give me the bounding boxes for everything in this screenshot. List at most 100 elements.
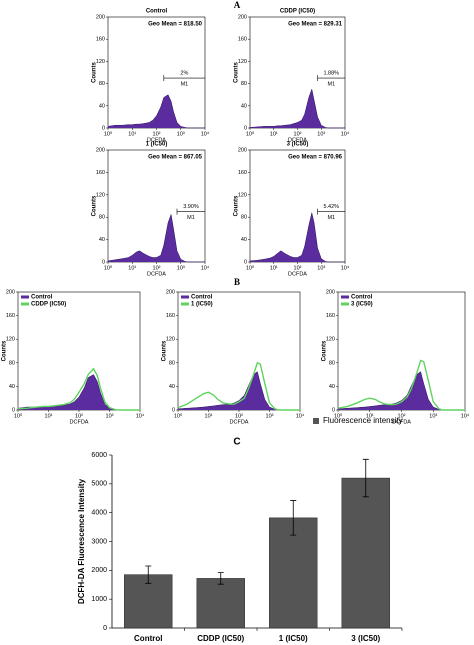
- x-axis-label: DCFDA: [392, 419, 411, 425]
- x-axis-label: DCFDA: [147, 137, 166, 143]
- x-tick-label: 10²: [235, 413, 243, 419]
- y-tick-label: 160: [238, 37, 247, 43]
- y-tick-label: 200: [238, 147, 247, 153]
- panel-label: A: [234, 0, 241, 10]
- histogram-line: [107, 94, 205, 129]
- legend-swatch: [21, 302, 29, 306]
- y-axis-label: Counts: [2, 340, 8, 361]
- gate-label: M1: [327, 215, 335, 221]
- gate-percent: 2%: [180, 71, 188, 77]
- histogram-line: [249, 88, 345, 129]
- y-tick-label: 80: [241, 81, 247, 87]
- x-tick-label: 3 (IC50): [351, 634, 380, 643]
- legend-swatch: [341, 295, 349, 299]
- y-tick-label: 160: [326, 313, 335, 319]
- y-tick-label: 120: [6, 337, 15, 343]
- y-tick-label: 5000: [91, 481, 107, 488]
- x-tick-label: 10³: [429, 413, 437, 419]
- x-tick-label: 10²: [153, 131, 161, 137]
- x-tick-label: 10³: [177, 131, 185, 137]
- x-tick-label: 10³: [317, 265, 325, 271]
- y-tick-label: 0: [12, 407, 15, 413]
- legend-swatch: [181, 302, 189, 306]
- panel-label: C: [233, 437, 240, 448]
- x-tick-label: 10¹: [45, 413, 53, 419]
- y-tick-label: 200: [166, 289, 175, 295]
- area-fill: [178, 371, 300, 410]
- x-tick-label: 10³: [106, 413, 114, 419]
- histogram-line: [249, 212, 345, 263]
- y-tick-label: 120: [326, 337, 335, 343]
- y-tick-label: 40: [169, 384, 175, 390]
- x-tick-label: 10²: [398, 413, 406, 419]
- histogram-line: [177, 371, 300, 411]
- y-tick-label: 120: [166, 337, 175, 343]
- annotation: Geo Mean = 818.50: [148, 22, 203, 28]
- histogram-line: [107, 213, 205, 263]
- y-tick-label: 160: [96, 37, 105, 43]
- y-tick-label: 0: [103, 625, 107, 632]
- legend-label: Control: [31, 295, 53, 301]
- y-tick-label: 120: [96, 192, 105, 198]
- x-tick-label: 10⁰: [174, 412, 183, 419]
- x-tick-label: 10¹: [128, 265, 136, 271]
- x-axis-label: DCFDA: [230, 419, 249, 425]
- legend-label: Control: [191, 295, 213, 301]
- y-tick-label: 200: [326, 289, 335, 295]
- annotation: Geo Mean = 870.96: [288, 155, 343, 161]
- y-tick-label: 80: [329, 360, 335, 366]
- x-tick-label: 1 (IC50): [279, 634, 308, 643]
- legend-label: Fluorescence intensity: [323, 416, 403, 425]
- y-tick-label: 40: [241, 237, 247, 243]
- x-tick-label: 10⁴: [296, 412, 305, 419]
- x-tick-label: 10¹: [366, 413, 374, 419]
- x-axis-label: DCFDA: [288, 137, 307, 143]
- area-fill: [108, 214, 205, 262]
- x-tick-label: 10⁴: [201, 130, 210, 137]
- y-tick-label: 200: [96, 147, 105, 153]
- legend-label: CDDP (IC50): [31, 302, 66, 308]
- y-tick-label: 40: [9, 384, 15, 390]
- x-tick-label: 10⁰: [246, 130, 255, 137]
- x-axis-label: DCFDA: [70, 419, 89, 425]
- bar: [196, 578, 245, 629]
- x-tick-label: 10⁴: [461, 412, 470, 419]
- y-tick-label: 80: [99, 215, 105, 221]
- histogram-line: [17, 367, 140, 411]
- bar: [269, 517, 318, 629]
- x-tick-label: 10⁴: [136, 412, 145, 419]
- x-tick-label: 10³: [317, 131, 325, 137]
- error-bar: [217, 572, 224, 585]
- y-tick-label: 200: [238, 14, 247, 20]
- x-tick-label: 10¹: [205, 413, 213, 419]
- y-tick-label: 120: [96, 59, 105, 65]
- legend-swatch: [313, 418, 319, 424]
- x-tick-label: 10⁴: [341, 264, 350, 271]
- annotation: Geo Mean = 867.05: [148, 155, 203, 161]
- y-tick-label: 0: [102, 259, 105, 265]
- x-tick-label: 10²: [294, 131, 302, 137]
- area-fill: [108, 94, 205, 128]
- chart-title: 1 (IC50): [146, 142, 168, 148]
- panel-label: B: [234, 277, 240, 287]
- y-tick-label: 0: [172, 407, 175, 413]
- y-tick-label: 0: [244, 125, 247, 131]
- x-tick-label: 10³: [177, 265, 185, 271]
- y-axis-label: Counts: [234, 62, 240, 83]
- y-axis-label: Counts: [234, 195, 240, 216]
- bar: [341, 477, 390, 629]
- chart-title: CDDP (IC50): [280, 9, 315, 15]
- y-tick-label: 0: [244, 259, 247, 265]
- y-tick-label: 80: [241, 215, 247, 221]
- legend-label: 1 (IC50): [191, 302, 213, 308]
- legend-swatch: [21, 295, 29, 299]
- y-tick-label: 0: [332, 407, 335, 413]
- y-tick-label: 120: [238, 192, 247, 198]
- area-fill: [338, 371, 465, 410]
- x-tick-label: 10⁰: [246, 264, 255, 271]
- x-tick-label: 10²: [294, 265, 302, 271]
- y-axis-label: DCFH-DA Fluorescence Intensity: [77, 478, 86, 604]
- x-tick-label: Control: [134, 634, 162, 643]
- x-tick-label: 10⁰: [104, 264, 113, 271]
